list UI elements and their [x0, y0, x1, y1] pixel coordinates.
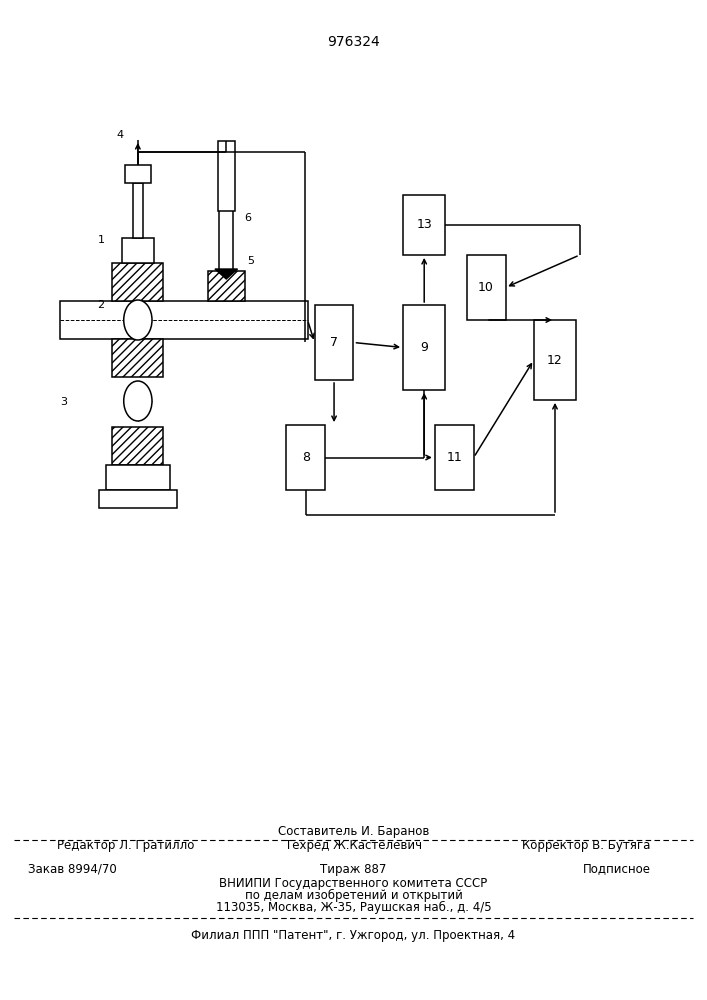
Bar [112, 263, 163, 301]
Text: Подписное: Подписное [583, 862, 650, 876]
Polygon shape [215, 269, 238, 279]
Text: 9: 9 [420, 341, 428, 354]
Text: Техред Ж.Кастелевич: Техред Ж.Кастелевич [285, 838, 422, 852]
Bar [435, 425, 474, 490]
Bar [112, 427, 163, 465]
Text: 1: 1 [98, 235, 105, 245]
Bar [125, 165, 151, 183]
Text: Тираж 887: Тираж 887 [320, 862, 387, 876]
Text: Редактор Л. Гратилло: Редактор Л. Гратилло [57, 838, 194, 852]
Text: 7: 7 [330, 336, 338, 349]
Bar [112, 339, 163, 377]
Circle shape [124, 381, 152, 421]
Text: 976324: 976324 [327, 35, 380, 49]
Bar [286, 425, 325, 490]
Bar [403, 195, 445, 255]
Text: 2: 2 [98, 300, 105, 310]
Bar [467, 255, 506, 320]
Text: 13: 13 [416, 219, 432, 232]
Bar [218, 141, 235, 211]
Text: 5: 5 [247, 256, 255, 266]
Text: 113035, Москва, Ж-35, Раушская наб., д. 4/5: 113035, Москва, Ж-35, Раушская наб., д. … [216, 900, 491, 914]
Text: Корректор В. Бутяга: Корректор В. Бутяга [522, 838, 650, 852]
Bar [122, 238, 154, 263]
Bar [60, 301, 308, 339]
Text: 4: 4 [117, 130, 124, 140]
Text: 8: 8 [302, 451, 310, 464]
Bar [208, 271, 245, 301]
Text: ВНИИПИ Государственного комитета СССР: ВНИИПИ Государственного комитета СССР [219, 876, 488, 890]
Bar [133, 183, 143, 238]
Bar [99, 490, 177, 508]
Text: 3: 3 [60, 397, 67, 407]
Text: по делам изобретений и открытий: по делам изобретений и открытий [245, 888, 462, 902]
Text: Составитель И. Баранов: Составитель И. Баранов [278, 826, 429, 838]
Text: 10: 10 [478, 281, 494, 294]
Text: 11: 11 [446, 451, 462, 464]
Text: 12: 12 [547, 354, 563, 366]
Bar [219, 206, 233, 271]
Bar [403, 305, 445, 390]
Bar [534, 320, 576, 400]
Text: Филиал ППП "Патент", г. Ужгород, ул. Проектная, 4: Филиал ППП "Патент", г. Ужгород, ул. Про… [192, 928, 515, 942]
Bar [106, 465, 170, 490]
Circle shape [124, 300, 152, 340]
Bar [315, 305, 354, 380]
Text: Закав 8994/70: Закав 8994/70 [28, 862, 117, 876]
Text: 6: 6 [244, 213, 251, 223]
